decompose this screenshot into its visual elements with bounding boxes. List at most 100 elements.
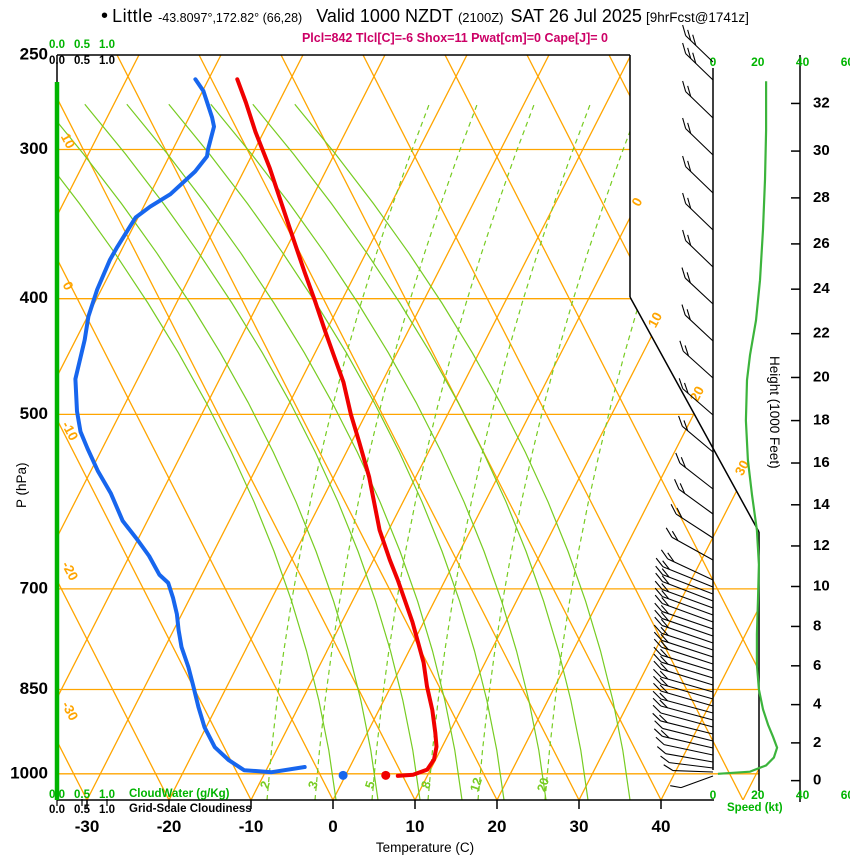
wind-barb-feather <box>654 587 663 597</box>
wind-barb <box>655 557 714 588</box>
dry-adiabat-line <box>57 55 252 800</box>
wind-barb-shaft <box>684 314 714 342</box>
wind-barb <box>654 602 714 630</box>
wind-barb-feather <box>682 24 687 36</box>
wind-barb-feather <box>655 736 665 746</box>
wind-barb-shaft <box>662 574 714 595</box>
mixing-ratio-line <box>314 103 478 800</box>
wind-barb-shaft <box>685 91 714 119</box>
wind-barb <box>655 565 714 595</box>
wind-barb-shaft <box>673 770 714 773</box>
wind-barb-shaft <box>662 589 714 609</box>
frame-line <box>629 296 760 533</box>
wind-barb-feather <box>674 479 680 490</box>
wind-barb-feather <box>661 575 670 585</box>
wind-barb-feather <box>653 646 662 656</box>
cloudiness-scale-value-bottom: 0.0 <box>49 804 65 816</box>
wind-barb <box>682 192 714 231</box>
wind-barb-feather <box>653 668 662 678</box>
pressure-tick-label: 500 <box>20 404 48 423</box>
valid-date: SAT 26 Jul 2025 <box>510 6 642 26</box>
temp-tick-label: -10 <box>239 817 264 836</box>
isotherm-line <box>332 55 714 800</box>
wind-barb-feather <box>682 80 687 92</box>
temp-tick-label: -30 <box>75 817 100 836</box>
dry-adiabat-line <box>773 55 850 800</box>
wind-barb-feather <box>682 229 687 241</box>
forecast-run-info: [9hrFcst@1741z] <box>645 10 749 25</box>
wind-barb-shaft <box>669 762 714 769</box>
wind-barb-feather <box>665 527 673 538</box>
height-tick-label: 14 <box>813 496 830 513</box>
dry-adiabat-line <box>198 55 580 800</box>
station-name: Little <box>112 6 154 26</box>
cloudwater-scale-label: CloudWater (g/Kg) <box>129 788 230 800</box>
height-tick-label: 0 <box>813 772 821 789</box>
wind-barb <box>682 24 714 63</box>
wind-barb <box>678 378 714 416</box>
wind-barb-feather <box>656 746 667 755</box>
wind-barb-shaft <box>660 705 714 721</box>
mixing-ratio-line <box>477 103 641 800</box>
title-row: • Little -43.8097°,172.82° (66,28) Valid… <box>0 5 850 28</box>
dry-adiabat-line <box>57 55 334 800</box>
wind-barb-shaft <box>660 720 714 735</box>
wind-barb-shaft <box>660 683 714 700</box>
temp-tick-label: 20 <box>488 817 507 836</box>
temperature-curve <box>235 77 439 778</box>
wind-barb-feather <box>653 653 662 663</box>
wind-barb-shaft <box>661 617 714 637</box>
temp-tick-label: -20 <box>157 817 182 836</box>
wind-barb-feather <box>675 452 681 464</box>
isotherm-label: 0 <box>629 195 646 209</box>
wind-barb-feather <box>655 565 664 575</box>
cloudiness-scale-value-top: 0.5 <box>74 55 91 67</box>
speed-tick-label-bottom: 40 <box>796 788 810 802</box>
wind-barb-shaft <box>662 566 714 588</box>
wind-barb-feather <box>652 690 662 700</box>
wind-barb <box>652 704 714 728</box>
wind-barb <box>654 720 714 742</box>
wind-barb-feather <box>681 304 686 316</box>
mixing-ratio-label: 3 <box>305 779 320 790</box>
wind-barbs <box>652 24 714 789</box>
height-tick-label: 8 <box>813 617 821 634</box>
wind-barb-shaft <box>663 744 714 756</box>
wind-barb <box>653 646 714 672</box>
cloudiness-scale-value-bottom: 1.0 <box>99 804 115 816</box>
height-tick-label: 28 <box>813 189 830 206</box>
isotherm-line <box>660 55 759 800</box>
wind-barb-feather <box>671 530 679 541</box>
moist-adiabat-line <box>57 103 379 800</box>
wind-barb-shaft <box>662 596 714 616</box>
wind-barb-shaft <box>661 639 714 658</box>
pressure-tick-label: 700 <box>20 578 48 597</box>
wind-barb-feather <box>653 631 663 641</box>
wind-barb-feather <box>681 267 686 279</box>
wind-barb-feather <box>661 583 670 593</box>
wind-barb-feather <box>667 552 675 563</box>
cloudwater-scale-value-bottom: 1.0 <box>99 789 115 801</box>
cloudiness-scale-value-top: 0.0 <box>49 55 65 67</box>
moist-adiabat-line <box>84 103 421 800</box>
wind-barb-feather <box>687 47 692 59</box>
moist-adiabat-line <box>57 103 337 800</box>
height-tick-label: 6 <box>813 657 821 674</box>
wind-barb <box>654 587 714 616</box>
wind-barb-feather <box>660 549 669 560</box>
cloudiness-scale-label: Grid-Scale Cloudiness <box>129 803 252 815</box>
wind-barb <box>653 653 714 679</box>
wind-barb-feather <box>670 503 677 515</box>
wind-barb-feather <box>682 192 687 204</box>
wind-barb-shaft <box>671 536 714 561</box>
wind-barb <box>674 479 714 515</box>
isotherm-line <box>57 55 222 800</box>
wind-barb <box>679 340 714 379</box>
cloudwater-scale-value-top: 0.5 <box>74 39 91 51</box>
wind-barb-feather <box>682 42 687 54</box>
wind-barb-shaft <box>667 558 714 581</box>
wind-barb-feather <box>680 457 686 468</box>
height-tick-label: 12 <box>813 537 830 554</box>
